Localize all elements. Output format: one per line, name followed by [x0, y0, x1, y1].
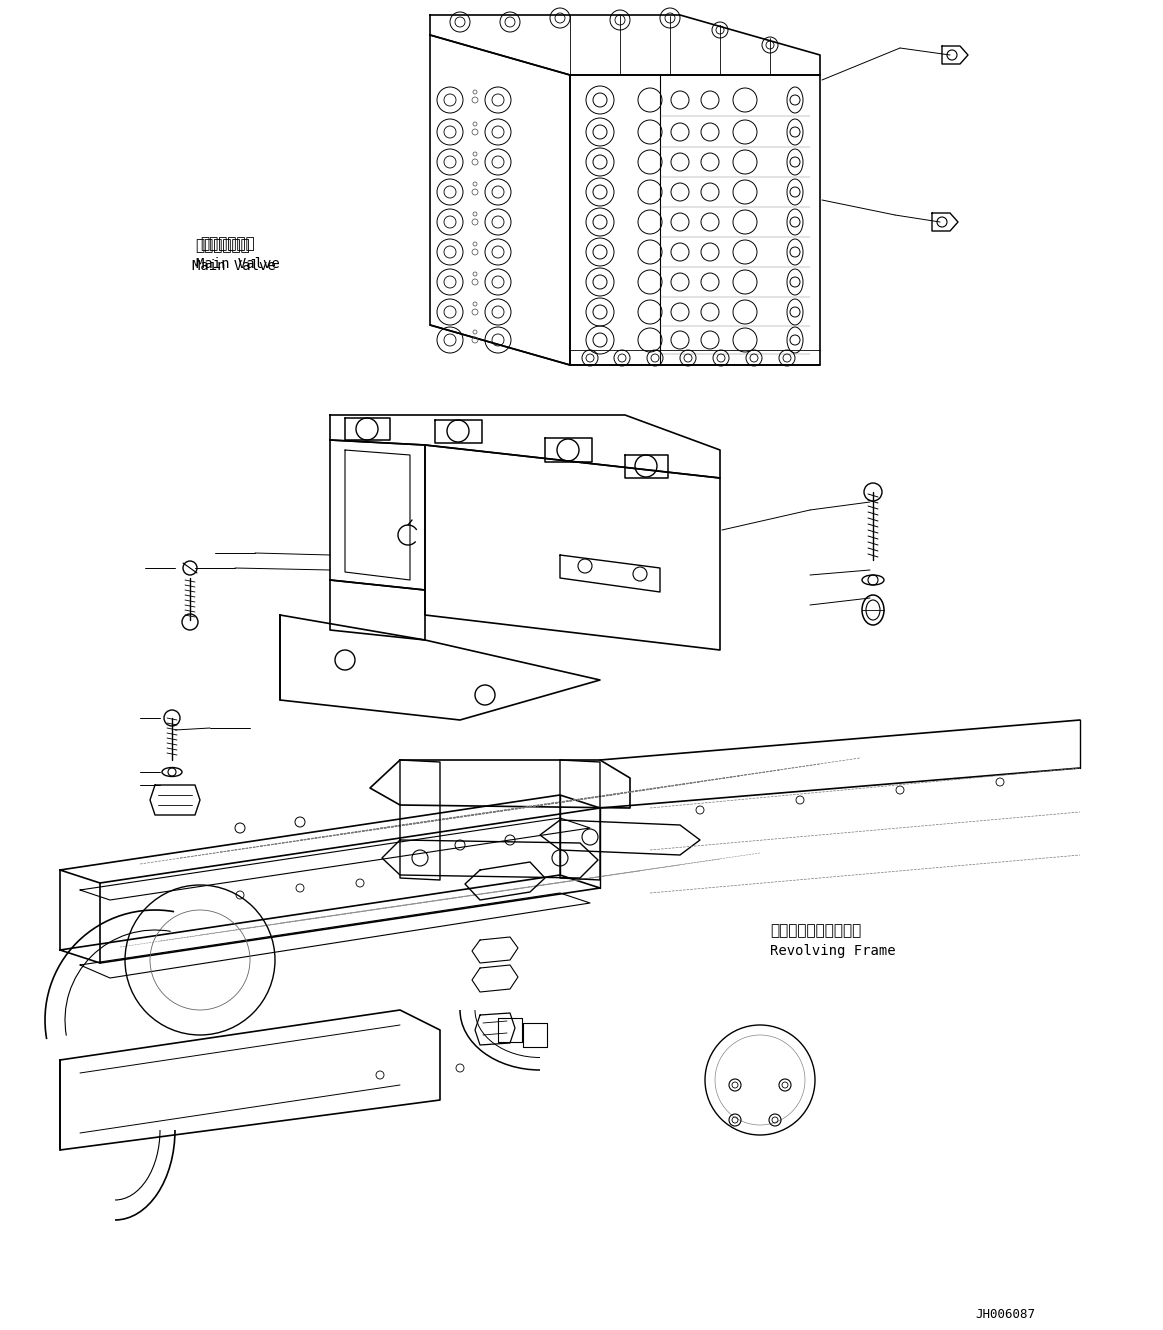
Text: Revolving Frame: Revolving Frame	[770, 944, 896, 958]
Text: メインバルブ: メインバルブ	[200, 235, 255, 251]
Text: レボルビングフレーム: レボルビングフレーム	[770, 923, 862, 938]
Text: メインバルブ: メインバルブ	[195, 238, 250, 253]
Text: Main Valve: Main Valve	[192, 259, 276, 273]
Text: Main Valve: Main Valve	[197, 257, 280, 271]
Text: JH006087: JH006087	[975, 1307, 1035, 1321]
